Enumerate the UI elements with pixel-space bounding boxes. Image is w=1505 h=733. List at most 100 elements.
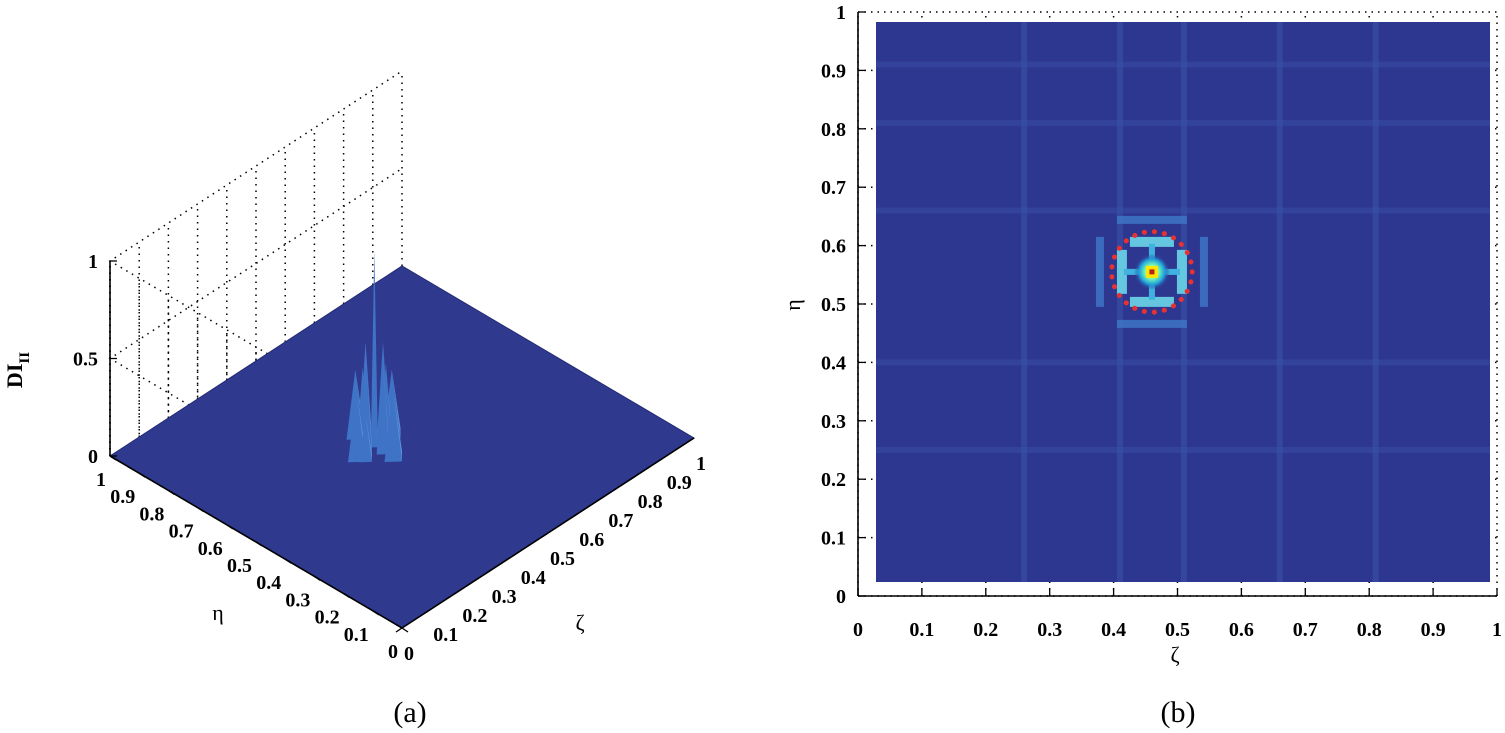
x-tick-label: 0.1 xyxy=(909,619,934,641)
highlight-circle xyxy=(1109,229,1195,315)
x-tick-label: 0.4 xyxy=(1101,619,1126,641)
heatmap-peak-center xyxy=(1149,269,1155,275)
y-tick-label: 0.7 xyxy=(169,521,194,543)
x-tick-label: 0.3 xyxy=(1037,619,1062,641)
x-tick-label: 1 xyxy=(1492,619,1502,641)
x-tick-label: 0.3 xyxy=(492,586,517,608)
panel-b-heatmap: 0 0.1 0.2 0.3 0.4 0.5 0.6 0.7 0.8 0.9 1 0 0.1 0.2 0.3 0… xyxy=(780,2,1502,729)
panel-b-map xyxy=(876,22,1490,582)
panel-a-ticks: 00.10.20.30.40.50.60.70.80.9100.10.20.30… xyxy=(73,251,706,665)
y-tick-mark xyxy=(284,558,292,564)
y-tick-mark xyxy=(109,455,117,461)
z-tick-label: 1 xyxy=(88,251,98,273)
x-tick-label: 0.8 xyxy=(1357,619,1382,641)
heatmap-side-lobe xyxy=(1129,296,1174,307)
y-tick-mark xyxy=(197,507,204,513)
heatmap-faint-line xyxy=(1372,22,1379,582)
surface-spike xyxy=(348,392,366,463)
y-tick-mark xyxy=(138,472,146,478)
heatmap-outer-lobe xyxy=(1116,215,1187,224)
y-tick-mark xyxy=(343,593,350,599)
x-tick-label: 0.5 xyxy=(550,548,575,570)
y-tick-label: 0.6 xyxy=(821,236,846,258)
heatmap-side-lobe xyxy=(1116,249,1127,294)
heatmap-outer-lobe xyxy=(1116,319,1187,328)
x-tick-mark xyxy=(512,551,520,557)
y-tick-label: 0.4 xyxy=(256,572,281,594)
x-tick-label: 1 xyxy=(696,453,706,475)
x-tick-mark xyxy=(570,513,578,519)
surface-spike xyxy=(359,415,372,463)
x-tick-label: 0 xyxy=(404,643,414,665)
panel-b-x-axis-label: ζ xyxy=(1170,642,1179,667)
y-tick-label: 0.8 xyxy=(139,503,164,525)
z-tick-label: 0.5 xyxy=(73,349,98,371)
x-tick-mark xyxy=(483,570,490,576)
surface-spike xyxy=(393,392,402,462)
surface-spike xyxy=(384,392,402,462)
surface-spike xyxy=(374,250,378,448)
heatmap-outer-lobe xyxy=(1199,236,1208,307)
surface-spike xyxy=(356,392,366,462)
y-tick-label: 0.5 xyxy=(227,555,252,577)
x-tick-label: 0.1 xyxy=(433,624,458,646)
heatmap-side-lobe xyxy=(1176,249,1187,294)
z-tick-label: 0 xyxy=(88,446,98,468)
x-tick-mark xyxy=(687,437,695,443)
panel-b-y-axis-label: η xyxy=(780,299,805,311)
x-tick-mark xyxy=(629,475,636,481)
y-tick-mark xyxy=(314,575,321,581)
x-tick-label: 0.9 xyxy=(1421,619,1446,641)
y-tick-label: 0.9 xyxy=(110,486,135,508)
panel-a-z-axis-label: DIII xyxy=(2,352,33,388)
x-tick-label: 0.2 xyxy=(462,605,487,627)
x-tick-mark xyxy=(600,494,607,500)
x-tick-label: 0.9 xyxy=(667,472,692,494)
heatmap-faint-line xyxy=(876,119,1490,126)
surface-spike xyxy=(383,362,390,455)
y-tick-label: 0.4 xyxy=(821,352,846,374)
y-tick-label: 0.1 xyxy=(344,624,369,646)
heatmap-faint-line xyxy=(1021,22,1028,582)
panel-a-y-axis-label: η xyxy=(212,600,224,625)
heatmap-faint-line xyxy=(1116,22,1123,582)
x-tick-label: 0.7 xyxy=(1293,619,1318,641)
heatmap-faint-line xyxy=(876,207,1490,214)
y-tick-label: 0.5 xyxy=(821,294,846,316)
y-tick-mark xyxy=(226,524,234,530)
y-axis-line xyxy=(109,455,403,629)
y-tick-label: 0.7 xyxy=(821,177,846,199)
heatmap-outer-lobe xyxy=(1095,236,1104,307)
y-tick-mark xyxy=(168,489,175,495)
x-tick-label: 0.2 xyxy=(973,619,998,641)
surface-spike xyxy=(365,342,372,444)
surface-spike xyxy=(365,343,372,455)
panel-b-caption: (b) xyxy=(1161,696,1196,729)
panel-b-ticks: 0 0.1 0.2 0.3 0.4 0.5 0.6 0.7 0.8 0.9 1 0 0.1 0.2 0.3 0… xyxy=(821,2,1502,641)
heatmap-side-lobe xyxy=(1129,236,1174,247)
x-tick-label: 0.4 xyxy=(521,567,546,589)
surface-spike xyxy=(391,369,401,439)
heatmap-faint-line xyxy=(1276,22,1283,582)
x-tick-label: 0.5 xyxy=(1165,619,1190,641)
heatmap-faint-line xyxy=(876,61,1490,68)
y-tick-label: 0.2 xyxy=(315,607,340,629)
y-tick-label: 0 xyxy=(388,641,398,663)
x-tick-label: 0.8 xyxy=(638,491,663,513)
y-tick-mark xyxy=(401,627,409,633)
x-tick-label: 0 xyxy=(853,619,863,641)
surface-spike xyxy=(359,343,372,455)
heatmap-faint-line xyxy=(876,359,1490,366)
panel-a-caption: (a) xyxy=(393,696,426,729)
y-tick-label: 0.9 xyxy=(821,60,846,82)
y-tick-label: 1 xyxy=(96,469,106,491)
y-tick-label: 0.3 xyxy=(821,411,846,433)
x-tick-mark xyxy=(424,608,432,614)
x-tick-label: 0.6 xyxy=(579,529,604,551)
y-tick-label: 0.2 xyxy=(821,469,846,491)
surface-spike xyxy=(370,250,378,448)
x-tick-label: 0.6 xyxy=(1229,619,1254,641)
x-tick-mark xyxy=(541,532,549,538)
y-tick-mark xyxy=(372,610,380,616)
